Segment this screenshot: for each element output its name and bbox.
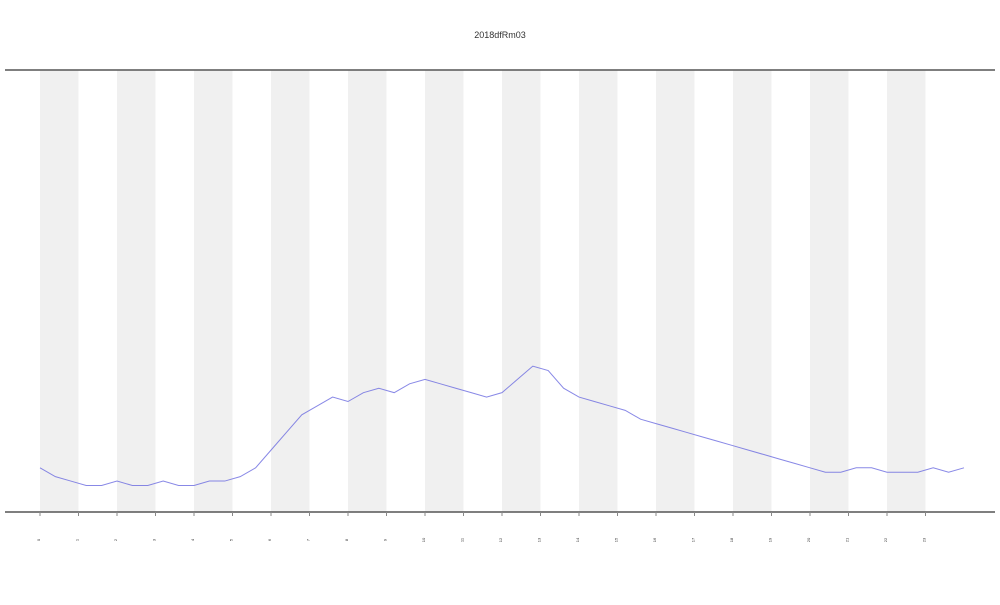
shaded-band <box>733 70 772 512</box>
x-tick-label: 0 <box>36 538 41 541</box>
chart-title: 2018dfRm03 <box>474 30 526 40</box>
shaded-band <box>810 70 849 512</box>
x-tick-label: 10 <box>421 537 426 542</box>
x-tick-label: 18 <box>729 537 734 542</box>
x-tick-label: 5 <box>229 538 234 541</box>
shaded-band <box>194 70 233 512</box>
x-tick-label: 22 <box>883 537 888 542</box>
x-tick-label: 11 <box>460 537 465 542</box>
x-tick-label: 6 <box>267 538 272 541</box>
x-tick-label: 4 <box>190 538 195 541</box>
x-tick-label: 23 <box>922 537 927 542</box>
shaded-band <box>579 70 618 512</box>
shaded-band <box>117 70 156 512</box>
x-tick-label: 16 <box>652 537 657 542</box>
x-tick-label: 17 <box>691 537 696 542</box>
shaded-band <box>887 70 926 512</box>
x-tick-label: 21 <box>845 537 850 542</box>
x-tick-label: 9 <box>383 538 388 541</box>
x-tick-label: 12 <box>498 537 503 542</box>
shaded-band <box>40 70 79 512</box>
x-tick-label: 13 <box>537 537 542 542</box>
x-tick-label: 3 <box>152 538 157 541</box>
x-tick-label: 1 <box>75 538 80 541</box>
x-tick-label: 7 <box>306 538 311 541</box>
shaded-band <box>348 70 387 512</box>
x-tick-label: 19 <box>768 537 773 542</box>
x-tick-label: 14 <box>575 537 580 542</box>
x-tick-label: 15 <box>614 537 619 542</box>
shaded-band <box>271 70 310 512</box>
shaded-band <box>425 70 464 512</box>
shaded-band <box>656 70 695 512</box>
line-series <box>39 365 965 486</box>
x-tick-label: 20 <box>806 537 811 542</box>
x-tick-label: 2 <box>113 538 118 541</box>
shaded-band <box>502 70 541 512</box>
x-tick-label: 8 <box>344 538 349 541</box>
